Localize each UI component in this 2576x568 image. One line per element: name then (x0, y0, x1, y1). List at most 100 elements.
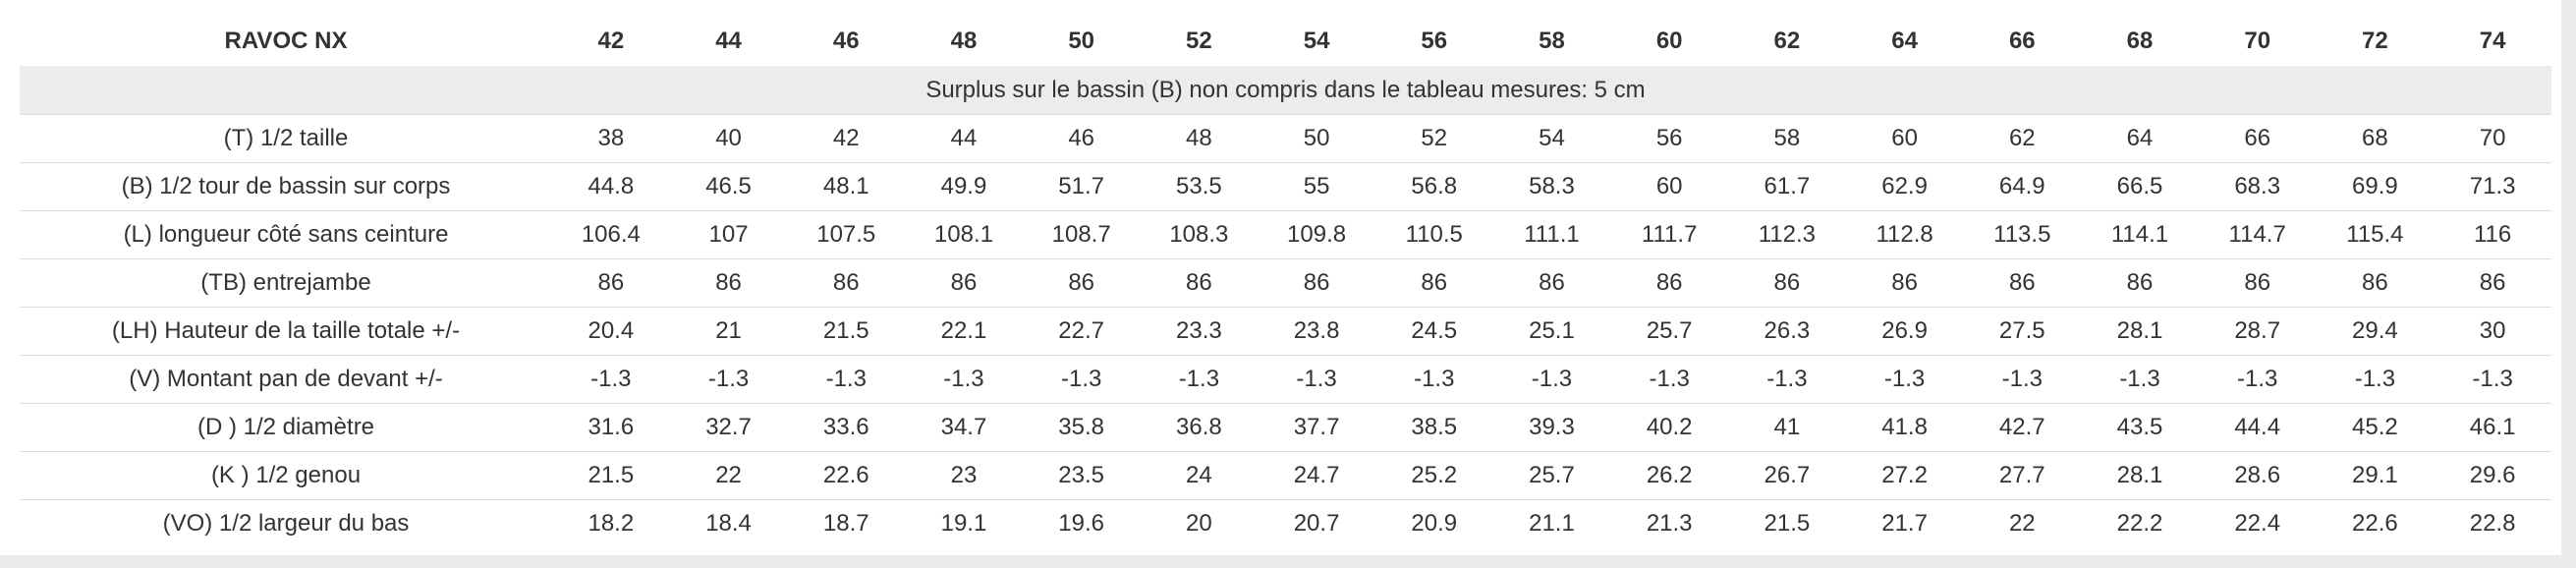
measurement-cell: 46.1 (2434, 403, 2551, 452)
measurement-cell: 44.4 (2198, 403, 2317, 452)
measurement-cell: 22 (1963, 499, 2082, 547)
measurement-cell: 19.6 (1022, 499, 1141, 547)
measurement-cell: 40.2 (1610, 403, 1729, 452)
measurement-cell: 25.1 (1492, 307, 1611, 356)
measurement-cell: -1.3 (2434, 355, 2551, 404)
size-header: 58 (1539, 28, 1565, 54)
measurement-cell: 28.7 (2198, 307, 2317, 356)
measurement-cell: 18.2 (552, 499, 670, 547)
measurement-cell: 28.6 (2198, 451, 2317, 500)
size-chart-panel: RAVOC NX 42 44 46 48 50 52 54 56 58 60 6… (0, 0, 2561, 555)
size-header: 52 (1186, 28, 1212, 54)
measurement-cell: -1.3 (1492, 355, 1611, 404)
size-header: 68 (2126, 28, 2154, 54)
measurement-cell: 22.4 (2198, 499, 2317, 547)
measurement-cell: 22.7 (1022, 307, 1141, 356)
measurement-cell: 21.7 (1845, 499, 1964, 547)
measurement-cell: 56.8 (1374, 162, 1493, 211)
measurement-cell: 31.6 (552, 403, 670, 452)
measurement-cell: 62.9 (1845, 162, 1964, 211)
measurement-cell: 46.5 (669, 162, 788, 211)
measurement-cell: -1.3 (2316, 355, 2435, 404)
measurement-cell: 30 (2434, 307, 2551, 356)
measurement-cell: 55 (1258, 162, 1375, 211)
table-row: (D ) 1/2 diamètre 31.6 32.7 33.6 34.7 35.8 36.… (20, 403, 2551, 452)
measurement-cell: 22.1 (905, 307, 1023, 356)
measurement-cell: 24 (1140, 451, 1259, 500)
size-header: 50 (1068, 28, 1095, 54)
table-row: (LH) Hauteur de la taille totale +/- 20.4… (20, 307, 2551, 356)
measurement-cell: 114.1 (2081, 210, 2199, 259)
measurement-cell: 58 (1728, 114, 1846, 163)
row-label: (D ) 1/2 diamètre (20, 403, 552, 452)
measurement-cell: 71.3 (2434, 162, 2551, 211)
measurement-cell: 66 (2198, 114, 2317, 163)
measurement-cell: 62 (1963, 114, 2082, 163)
measurement-cell: 49.9 (905, 162, 1023, 211)
measurement-cell: 22.2 (2081, 499, 2199, 547)
table-row: (V) Montant pan de devant +/- -1.3 -1.3 -1.… (20, 355, 2551, 404)
measurement-cell: 48 (1140, 114, 1259, 163)
measurement-cell: 41 (1728, 403, 1846, 452)
measurement-cell: 86 (787, 258, 906, 308)
measurement-cell: -1.3 (905, 355, 1023, 404)
table-row: (TB) entrejambe 86 86 86 86 86 86 86 86 86 86 86 86 8… (20, 258, 2551, 308)
measurement-cell: 32.7 (669, 403, 788, 452)
measurement-cell: 56 (1610, 114, 1729, 163)
measurement-cell: 21.5 (552, 451, 670, 500)
measurement-cell: 22.6 (2316, 499, 2435, 547)
row-label: (T) 1/2 taille (20, 114, 552, 163)
size-header: 62 (1773, 28, 1801, 54)
measurement-cell: 86 (1610, 258, 1729, 308)
measurement-cell: 27.5 (1963, 307, 2082, 356)
measurement-cell: 18.7 (787, 499, 906, 547)
measurement-cell: 86 (552, 258, 670, 308)
measurement-cell: 48.1 (787, 162, 906, 211)
measurement-cell: 58.3 (1492, 162, 1611, 211)
measurement-cell: -1.3 (669, 355, 788, 404)
measurement-cell: 86 (1374, 258, 1493, 308)
measurement-cell: 86 (2316, 258, 2435, 308)
measurement-cell: 43.5 (2081, 403, 2199, 452)
measurement-cell: 29.1 (2316, 451, 2435, 500)
measurement-cell: 109.8 (1258, 210, 1375, 259)
measurement-cell: 41.8 (1845, 403, 1964, 452)
measurement-cell: 86 (1140, 258, 1259, 308)
measurement-cell: 50 (1258, 114, 1375, 163)
measurement-cell: 86 (905, 258, 1023, 308)
measurement-cell: 28.1 (2081, 451, 2199, 500)
measurement-cell: 37.7 (1258, 403, 1375, 452)
measurement-cell: -1.3 (1963, 355, 2082, 404)
measurement-cell: 20.4 (552, 307, 670, 356)
measurement-cell: 26.9 (1845, 307, 1964, 356)
measurement-cell: 18.4 (669, 499, 788, 547)
measurement-cell: 108.7 (1022, 210, 1141, 259)
size-header: 74 (2479, 28, 2506, 54)
table-note: Surplus sur le bassin (B) non compris da… (20, 66, 2551, 115)
measurement-cell: 54 (1492, 114, 1611, 163)
table-row: (L) longueur côté sans ceinture 106.4 107 1… (20, 210, 2551, 259)
size-header: 64 (1891, 28, 1918, 54)
measurement-cell: 19.1 (905, 499, 1023, 547)
measurement-cell: 86 (1492, 258, 1611, 308)
measurement-cell: 68.3 (2198, 162, 2317, 211)
measurement-cell: 110.5 (1374, 210, 1493, 259)
measurement-cell: 66.5 (2081, 162, 2199, 211)
measurement-cell: 107.5 (787, 210, 906, 259)
measurement-cell: 21.1 (1492, 499, 1611, 547)
table-title: RAVOC NX (224, 28, 348, 54)
measurement-cell: 86 (2198, 258, 2317, 308)
measurement-cell: 108.1 (905, 210, 1023, 259)
measurement-cell: 21.5 (787, 307, 906, 356)
measurement-cell: 27.2 (1845, 451, 1964, 500)
measurement-cell: 42.7 (1963, 403, 2082, 452)
size-header: 72 (2362, 28, 2388, 54)
header-row: RAVOC NX 42 44 46 48 50 52 54 56 58 60 6… (20, 17, 2551, 66)
measurement-cell: 20.7 (1258, 499, 1375, 547)
measurement-cell: 27.7 (1963, 451, 2082, 500)
size-header: 70 (2244, 28, 2271, 54)
table-row: (T) 1/2 taille 38 40 42 44 46 48 50 52 54 56 58 60 62… (20, 114, 2551, 163)
measurement-cell: 46 (1022, 114, 1141, 163)
measurement-cell: 24.5 (1374, 307, 1493, 356)
measurement-cell: 26.2 (1610, 451, 1729, 500)
